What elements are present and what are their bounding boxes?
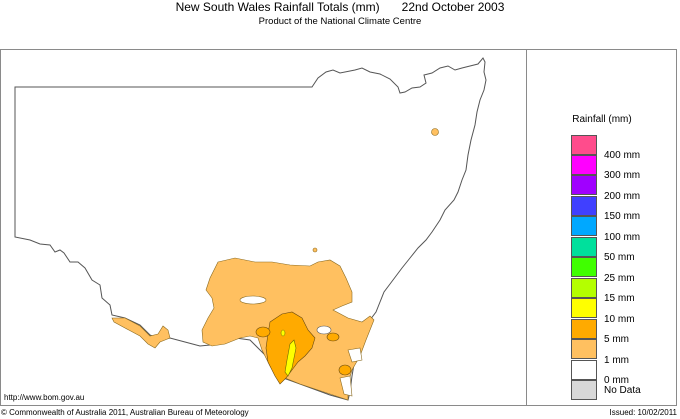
- legend-swatch-1: [571, 339, 597, 359]
- website-link[interactable]: http://www.bom.gov.au: [4, 393, 85, 402]
- legend-label: 10 mm: [604, 314, 635, 325]
- rain-1mm-region-west: [111, 317, 171, 349]
- rain-5mm-region: [338, 364, 352, 376]
- issued-date: Issued: 10/02/2011: [609, 408, 677, 417]
- legend-swatch-200: [571, 175, 597, 195]
- dry-patch: [339, 375, 353, 397]
- legend-label: 15 mm: [604, 293, 635, 304]
- legend-swatch-150: [571, 196, 597, 216]
- legend-label: 100 mm: [604, 232, 641, 243]
- nsw-outline: [14, 57, 487, 401]
- legend-swatch-0: [571, 360, 597, 380]
- legend-swatch-15: [571, 278, 597, 298]
- rain-10mm-region: [280, 329, 286, 337]
- dry-patch: [239, 295, 267, 305]
- legend-swatch-5: [571, 319, 597, 339]
- legend-swatch-300: [571, 155, 597, 175]
- map-frame: [0, 49, 677, 406]
- title-text: New South Wales Rainfall Totals (mm): [175, 0, 380, 14]
- legend-label: 25 mm: [604, 273, 635, 284]
- legend-swatch-400: [571, 135, 597, 155]
- copyright-notice: © Commonwealth of Australia 2011, Austra…: [1, 408, 249, 417]
- rain-5mm-region: [326, 332, 340, 342]
- title-date: 22nd October 2003: [401, 0, 505, 14]
- legend-label: 50 mm: [604, 252, 635, 263]
- legend-label: 0 mm: [604, 375, 629, 386]
- legend-divider: [526, 49, 527, 406]
- legend-swatch-50: [571, 237, 597, 257]
- dry-patch: [347, 347, 363, 363]
- legend-label: 300 mm: [604, 170, 641, 181]
- legend-label: 200 mm: [604, 191, 641, 202]
- subtitle: Product of the National Climate Centre: [258, 16, 422, 27]
- legend-label: No Data: [604, 385, 641, 396]
- legend-swatch-100: [571, 216, 597, 236]
- legend-label: 400 mm: [604, 150, 641, 161]
- rain-dot: [312, 247, 318, 253]
- legend-label: 1 mm: [604, 355, 629, 366]
- legend-swatch-10: [571, 298, 597, 318]
- legend-title: Rainfall (mm): [572, 114, 632, 125]
- legend-swatch-25: [571, 257, 597, 277]
- dry-patch: [316, 325, 332, 335]
- nsw-rainfall-map: [14, 57, 487, 401]
- map-title: New South Wales Rainfall Totals (mm) 22nd…: [0, 0, 680, 14]
- rain-5mm-region: [255, 326, 271, 338]
- legend-swatch-nodata: [571, 380, 597, 400]
- legend-label: 150 mm: [604, 211, 641, 222]
- rain-dot: [431, 128, 439, 136]
- rain-10mm-region: [284, 339, 297, 377]
- legend-label: 5 mm: [604, 334, 629, 345]
